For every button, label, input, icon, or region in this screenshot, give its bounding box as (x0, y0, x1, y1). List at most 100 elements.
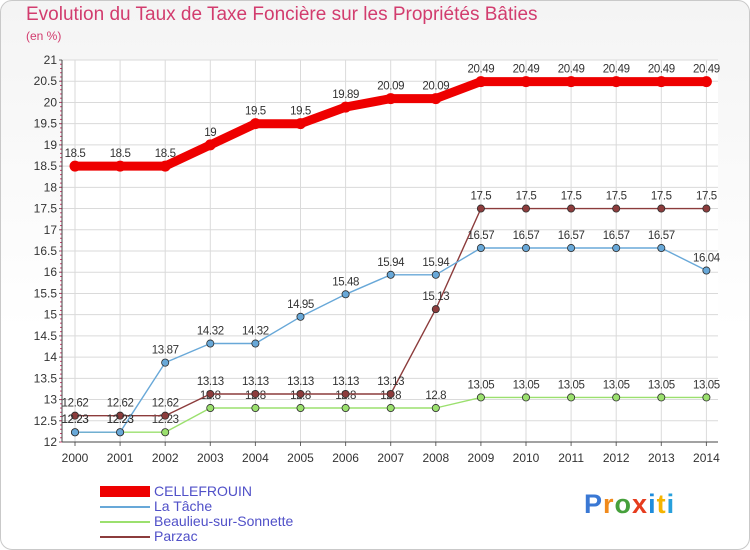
data-label-beaulieu-sur-sonnette: 13.05 (648, 379, 675, 391)
data-label-cellefrouin: 20.49 (603, 64, 630, 76)
data-label-cellefrouin: 19.5 (290, 106, 311, 118)
data-point-parzac (702, 204, 711, 213)
x-tick-label: 2006 (332, 451, 359, 465)
proxiti-logo: Proxiti (584, 489, 676, 519)
data-point-beaulieu-sur-sonnette (612, 393, 621, 402)
x-tick-label: 2011 (558, 451, 584, 465)
data-label-la-tache: 16.57 (468, 230, 495, 242)
data-point-cellefrouin (159, 160, 171, 172)
data-point-beaulieu-sur-sonnette (702, 393, 711, 402)
data-label-parzac: 12.62 (62, 398, 89, 410)
data-point-la-tache (522, 244, 531, 253)
legend-swatch (100, 506, 150, 508)
chart-subtitle: (en %) (26, 29, 62, 43)
x-tick-label: 2002 (152, 451, 179, 465)
data-label-cellefrouin: 18.5 (110, 148, 131, 160)
data-point-la-tache (206, 339, 215, 348)
y-tick-label: 19.5 (34, 117, 58, 131)
data-point-beaulieu-sur-sonnette (431, 404, 440, 413)
data-point-cellefrouin (520, 76, 532, 88)
data-label-la-tache: 16.57 (648, 230, 675, 242)
data-label-la-tache: 14.32 (242, 326, 269, 338)
y-tick-label: 18.5 (34, 159, 58, 173)
legend-swatch (100, 521, 150, 523)
y-tick-label: 17.5 (34, 202, 58, 216)
data-point-cellefrouin (430, 93, 442, 105)
legend-label: La Tâche (154, 498, 213, 514)
data-label-parzac: 17.5 (471, 191, 492, 203)
data-point-beaulieu-sur-sonnette (567, 393, 576, 402)
data-point-parzac (612, 204, 621, 213)
data-point-cellefrouin (340, 101, 352, 113)
data-point-la-tache (71, 428, 80, 437)
y-tick-label: 20 (44, 95, 58, 109)
data-point-la-tache (702, 266, 711, 275)
data-point-beaulieu-sur-sonnette (206, 404, 215, 413)
data-label-cellefrouin: 18.5 (155, 148, 176, 160)
data-point-parzac (476, 204, 485, 213)
x-tick-label: 2012 (603, 451, 630, 465)
x-tick-label: 2001 (107, 451, 134, 465)
data-label-cellefrouin: 18.5 (65, 148, 86, 160)
y-tick-label: 13.5 (34, 371, 58, 385)
y-tick-label: 19 (44, 138, 58, 152)
data-point-parzac (296, 390, 305, 399)
data-label-parzac: 17.5 (606, 191, 627, 203)
data-point-beaulieu-sur-sonnette (251, 404, 260, 413)
data-point-cellefrouin (565, 76, 577, 88)
x-tick-label: 2013 (648, 451, 675, 465)
x-tick-label: 2003 (197, 451, 224, 465)
data-label-beaulieu-sur-sonnette: 13.05 (558, 379, 585, 391)
data-point-la-tache (296, 312, 305, 321)
data-label-cellefrouin: 20.49 (693, 64, 720, 76)
data-point-parzac (522, 204, 531, 213)
data-label-beaulieu-sur-sonnette: 13.05 (468, 379, 495, 391)
data-label-parzac: 13.13 (287, 376, 314, 388)
chart-title: Evolution du Taux de Taxe Foncière sur l… (26, 4, 538, 25)
data-label-parzac: 17.5 (651, 191, 672, 203)
data-label-la-tache: 16.04 (693, 253, 721, 265)
data-label-parzac: 17.5 (561, 191, 582, 203)
data-point-beaulieu-sur-sonnette (341, 404, 350, 413)
data-label-la-tache: 12.23 (62, 414, 89, 426)
data-point-parzac (386, 390, 395, 399)
data-label-beaulieu-sur-sonnette: 12.23 (152, 414, 179, 426)
data-label-beaulieu-sur-sonnette: 13.05 (693, 379, 720, 391)
data-point-beaulieu-sur-sonnette (161, 428, 170, 437)
data-label-la-tache: 16.57 (513, 230, 540, 242)
data-label-la-tache: 16.57 (603, 230, 630, 242)
data-point-cellefrouin (610, 76, 622, 88)
x-tick-label: 2009 (468, 451, 495, 465)
data-label-parzac: 13.13 (332, 376, 359, 388)
data-label-beaulieu-sur-sonnette: 12.8 (425, 390, 446, 402)
y-tick-label: 15 (44, 308, 58, 322)
data-label-cellefrouin: 20.49 (468, 64, 495, 76)
data-point-beaulieu-sur-sonnette (657, 393, 666, 402)
y-tick-label: 16.5 (34, 244, 58, 258)
data-point-parzac (71, 411, 80, 420)
data-point-la-tache (386, 270, 395, 279)
data-label-cellefrouin: 20.49 (558, 64, 585, 76)
data-point-cellefrouin (249, 118, 261, 130)
data-point-la-tache (476, 244, 485, 253)
data-point-cellefrouin (69, 160, 81, 172)
data-label-cellefrouin: 20.09 (377, 81, 404, 93)
data-point-cellefrouin (655, 76, 667, 88)
y-tick-label: 12 (44, 435, 58, 449)
data-point-la-tache (567, 244, 576, 253)
data-point-beaulieu-sur-sonnette (296, 404, 305, 413)
data-label-la-tache: 14.95 (287, 299, 314, 311)
x-tick-label: 2008 (422, 451, 449, 465)
x-tick-label: 2007 (377, 451, 404, 465)
data-label-cellefrouin: 20.09 (422, 81, 449, 93)
x-tick-label: 2000 (62, 451, 89, 465)
y-tick-label: 15.5 (34, 286, 58, 300)
data-point-parzac (567, 204, 576, 213)
y-tick-label: 14.5 (34, 329, 58, 343)
data-point-la-tache (657, 244, 666, 253)
data-point-cellefrouin (204, 139, 216, 151)
x-tick-label: 2014 (693, 451, 720, 465)
data-point-la-tache (612, 244, 621, 253)
data-label-parzac: 13.13 (377, 376, 404, 388)
